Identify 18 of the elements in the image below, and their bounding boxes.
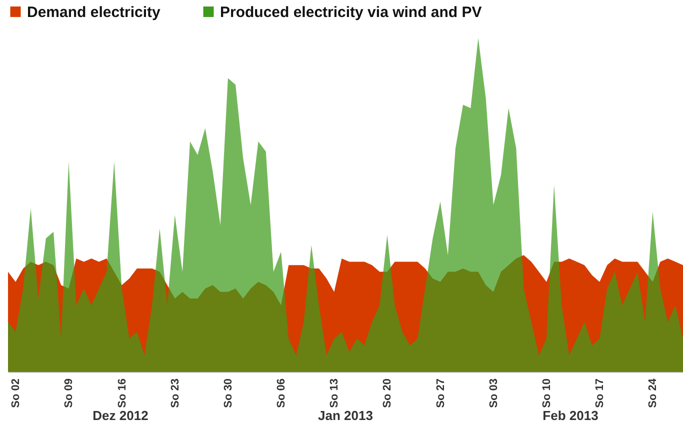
x-tick-label: So 17 <box>594 378 606 408</box>
text: Jan 2013 <box>317 408 374 423</box>
x-tick-label: So 02 <box>10 378 22 408</box>
x-tick-label: So 24 <box>647 378 660 408</box>
x-tick-label: So 09 <box>63 378 76 408</box>
x-tick-label: So 06 <box>276 378 288 408</box>
x-tick-label: So 23 <box>169 378 182 408</box>
x-tick-label: So 13 <box>328 378 341 408</box>
text: Feb 2013 <box>542 408 600 423</box>
legend-label: Demand electricity <box>27 4 162 21</box>
x-tick-label: So 30 <box>222 378 234 408</box>
x-tick-label: So 16 <box>116 378 128 408</box>
text: Dez 2012 <box>92 408 150 423</box>
x-tick-label: So 20 <box>382 378 394 408</box>
x-tick-label: So 27 <box>434 378 447 408</box>
x-tick-label: So 03 <box>488 378 500 408</box>
legend-label: Produced electricity via wind and PV <box>220 4 482 21</box>
x-tick-label: So 10 <box>540 378 553 408</box>
